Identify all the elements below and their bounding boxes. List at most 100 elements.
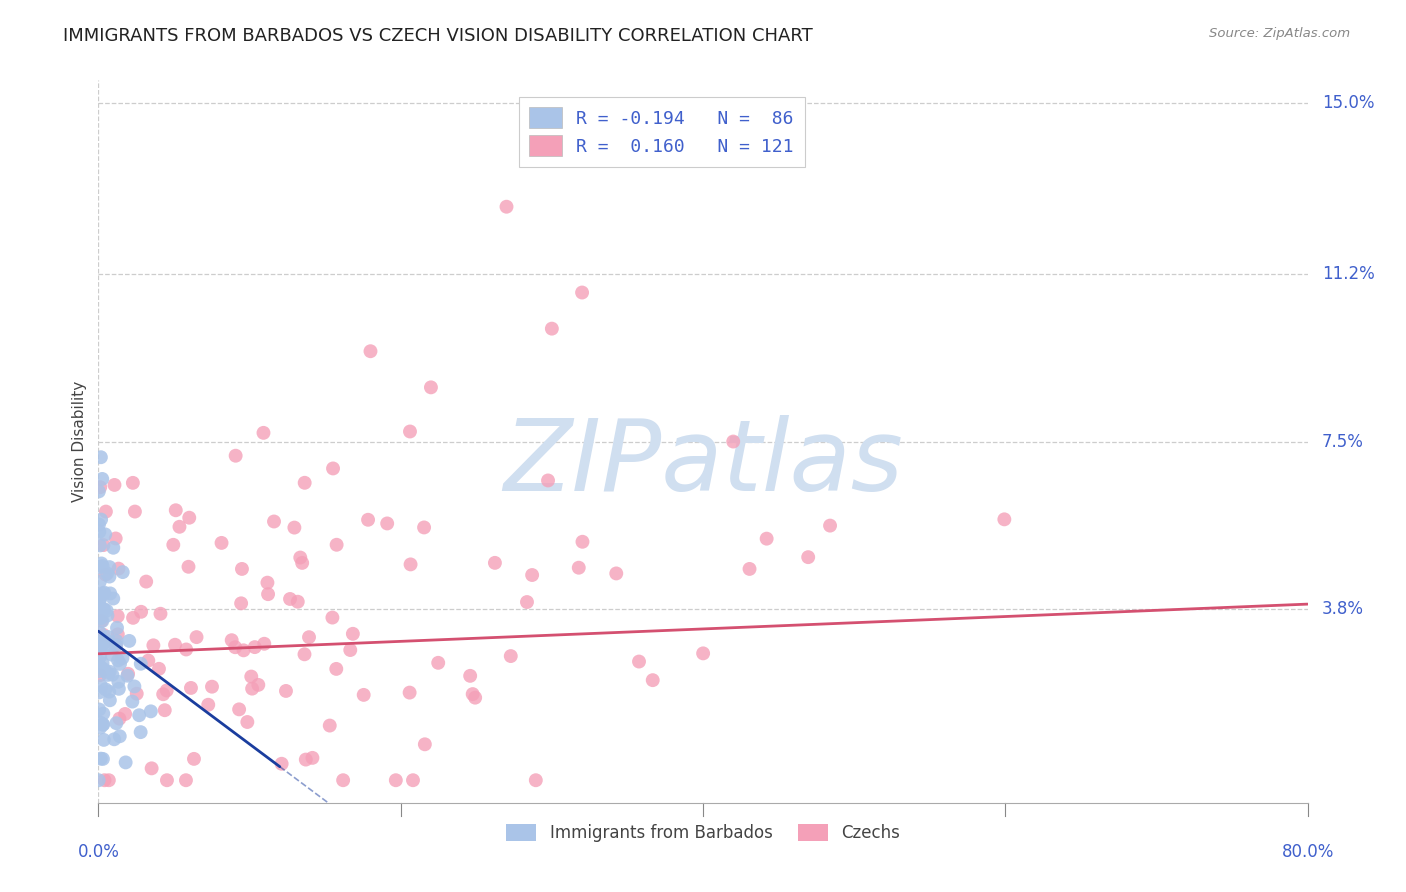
Point <box>91 636 114 650</box>
Point <box>495 200 517 214</box>
Point <box>180 681 202 695</box>
Point <box>274 684 297 698</box>
Point <box>89 659 111 673</box>
Point <box>96 603 118 617</box>
Point <box>228 702 250 716</box>
Point <box>94 682 117 697</box>
Point <box>499 649 522 664</box>
Point <box>360 344 382 359</box>
Point <box>520 568 543 582</box>
Point <box>692 646 714 660</box>
Point <box>183 752 205 766</box>
Point <box>89 480 111 494</box>
Point <box>427 656 450 670</box>
Point <box>256 575 278 590</box>
Point <box>89 574 111 589</box>
Point <box>252 425 274 440</box>
Point <box>524 773 547 788</box>
Point <box>94 505 117 519</box>
Point <box>103 732 125 747</box>
Point <box>103 478 125 492</box>
Point <box>93 538 115 552</box>
Point <box>156 773 179 788</box>
Y-axis label: Vision Disability: Vision Disability <box>72 381 87 502</box>
Point <box>179 510 201 524</box>
Point <box>413 737 436 751</box>
Point <box>107 609 129 624</box>
Point <box>93 773 115 788</box>
Point <box>375 516 398 531</box>
Point <box>89 668 111 682</box>
Point <box>201 680 224 694</box>
Point <box>98 693 121 707</box>
Point <box>122 475 145 490</box>
Point <box>96 566 118 581</box>
Text: 0.0%: 0.0% <box>77 844 120 862</box>
Point <box>605 566 627 581</box>
Text: 15.0%: 15.0% <box>1322 94 1375 112</box>
Point <box>128 708 150 723</box>
Point <box>89 702 111 716</box>
Point <box>294 753 316 767</box>
Point <box>571 285 593 300</box>
Point <box>105 639 128 653</box>
Point <box>169 520 191 534</box>
Point <box>91 717 114 731</box>
Point <box>174 773 197 788</box>
Point <box>117 669 139 683</box>
Point <box>156 683 179 698</box>
Point <box>139 704 162 718</box>
Point <box>100 648 122 662</box>
Point <box>121 695 143 709</box>
Point <box>105 621 128 635</box>
Point <box>627 655 650 669</box>
Point <box>111 651 134 665</box>
Point <box>243 640 266 654</box>
Point <box>90 614 112 628</box>
Point <box>294 475 316 490</box>
Point <box>186 630 208 644</box>
Point <box>91 657 114 671</box>
Point <box>357 513 380 527</box>
Point <box>124 505 146 519</box>
Point <box>108 712 131 726</box>
Point <box>174 642 197 657</box>
Point <box>114 756 136 770</box>
Point <box>90 450 112 465</box>
Point <box>98 569 121 583</box>
Point <box>89 593 111 607</box>
Point <box>89 589 111 603</box>
Point <box>484 556 506 570</box>
Point <box>98 586 121 600</box>
Point <box>87 665 110 679</box>
Point <box>247 678 270 692</box>
Point <box>89 538 111 552</box>
Point <box>236 714 259 729</box>
Point <box>87 484 110 499</box>
Point <box>87 517 110 532</box>
Point <box>87 634 110 648</box>
Point <box>537 474 560 488</box>
Point <box>97 668 120 682</box>
Point <box>94 567 117 582</box>
Point <box>413 520 436 534</box>
Point <box>89 602 111 616</box>
Point <box>402 773 425 788</box>
Point <box>516 595 538 609</box>
Point <box>108 729 131 743</box>
Point <box>165 638 187 652</box>
Point <box>152 687 174 701</box>
Text: IMMIGRANTS FROM BARBADOS VS CZECH VISION DISABILITY CORRELATION CHART: IMMIGRANTS FROM BARBADOS VS CZECH VISION… <box>63 27 813 45</box>
Point <box>263 515 285 529</box>
Point <box>105 633 128 648</box>
Point <box>240 681 263 696</box>
Point <box>103 541 125 555</box>
Point <box>253 637 276 651</box>
Point <box>87 773 110 788</box>
Point <box>149 607 172 621</box>
Point <box>90 512 112 526</box>
Point <box>177 559 200 574</box>
Point <box>458 669 481 683</box>
Point <box>738 562 761 576</box>
Point <box>165 503 187 517</box>
